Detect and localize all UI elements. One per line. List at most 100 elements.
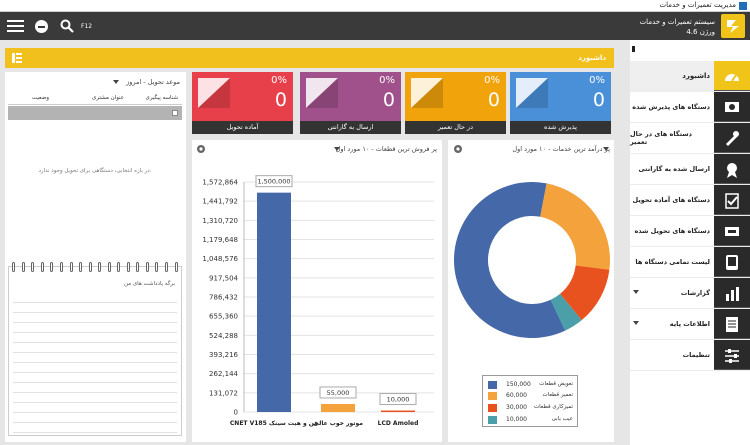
legend-swatch xyxy=(488,392,497,400)
select-all-checkbox[interactable] xyxy=(172,110,178,116)
stat-percent: 0% xyxy=(379,75,395,86)
sidebar-item-warranty[interactable]: ارسال شده به گارانتی xyxy=(630,154,750,185)
app-title-block: سیستم تعمیرات و خدمات ورژن 4.6 xyxy=(640,17,715,37)
stat-card-received[interactable]: 0% 0 پذیرش شده xyxy=(510,72,611,134)
y-tick-label: 393,216 xyxy=(209,351,238,359)
column-header[interactable]: وضعیت xyxy=(32,95,50,101)
category-label: LCD Amoled xyxy=(378,420,419,427)
sidebar-item-label: اطلاعات پایه xyxy=(669,320,710,328)
settings-sliders-icon xyxy=(714,340,750,370)
hamburger-menu-icon[interactable] xyxy=(7,20,24,33)
stat-percent: 0% xyxy=(271,75,287,86)
search-icon[interactable] xyxy=(60,19,74,33)
reports-icon xyxy=(714,278,750,308)
stat-label: پذیرش شده xyxy=(510,121,611,134)
chevron-down-icon[interactable] xyxy=(633,321,639,325)
pie-slice[interactable] xyxy=(550,293,582,331)
folder-icon xyxy=(198,78,230,108)
pie-slice[interactable] xyxy=(540,183,610,270)
legend-swatch xyxy=(488,404,497,412)
sidebar-item-repairing[interactable]: دستگاه های در حال تعمیر xyxy=(630,123,750,154)
empty-message: در بازه انتخابی، دستگاهی برای تحویل وجود… xyxy=(38,168,152,174)
data-label: 55,000 xyxy=(327,389,350,397)
sidebar-item-received[interactable]: دستگاه های پذیرش شده xyxy=(630,92,750,123)
data-label-box xyxy=(255,175,293,188)
sidebar-item-dashboard[interactable]: داشبورد xyxy=(630,61,750,92)
notes-label: برگه یادداشت های من xyxy=(123,281,175,287)
legend-label: تمیزکاری قطعات xyxy=(533,404,573,410)
stat-card-warranty[interactable]: 0% 0 ارسال به گارانتی xyxy=(300,72,401,134)
pie-slice[interactable] xyxy=(454,181,566,338)
y-tick-label: 786,432 xyxy=(209,294,238,302)
bar[interactable] xyxy=(321,403,355,412)
legend-value: 30,000 xyxy=(506,404,527,411)
sidebar-item-settings[interactable]: تنظیمات xyxy=(630,340,750,371)
window-title: مدیریت تعمیرات و خدمات xyxy=(659,1,736,9)
column-header[interactable]: شناسه پیگیری xyxy=(145,95,178,101)
bar[interactable] xyxy=(381,410,415,413)
y-tick-label: 1,310,720 xyxy=(202,217,238,225)
sidebar-item-label: دستگاه های تحویل شده xyxy=(634,227,710,235)
y-tick-label: 1,572,864 xyxy=(202,179,238,187)
sidebar-item-ready[interactable]: دستگاه های آماده تحویل xyxy=(630,185,750,216)
stat-card-ready[interactable]: 0% 0 آماده تحویل xyxy=(192,72,293,134)
sidebar-item-label: دستگاه های پذیرش شده xyxy=(632,103,710,111)
stat-label: ارسال به گارانتی xyxy=(300,121,401,134)
sidebar-item-base-info[interactable]: اطلاعات پایه xyxy=(630,309,750,340)
gear-icon[interactable] xyxy=(453,144,463,154)
y-tick-label: 1,179,648 xyxy=(202,236,238,244)
legend-item: 30,000 تمیزکاری قطعات xyxy=(486,403,576,412)
legend-item: 10,000 عیب یابی xyxy=(486,415,576,424)
column-header[interactable]: عنوان مشتری xyxy=(92,95,124,101)
legend-value: 150,000 xyxy=(506,381,531,388)
bar[interactable] xyxy=(257,192,291,412)
notes-pad[interactable]: برگه یادداشت های من xyxy=(8,262,182,436)
layout-list-icon[interactable] xyxy=(12,53,22,63)
sidebar-item-label: لیست تمامی دستگاه ها xyxy=(635,258,710,266)
sidebar-item-label: دستگاه های آماده تحویل xyxy=(632,196,710,204)
bar-chart: 1,572,864 1,441,792 1,310,720 1,179,648 1,04… xyxy=(202,175,434,427)
legend-label: تعویض قطعات xyxy=(539,381,573,387)
delivery-table-header: شناسه پیگیری عنوان مشتری وضعیت xyxy=(8,93,182,105)
bar-chart-title: پر فروش ترین قطعات - ۱۰ مورد اول xyxy=(335,145,437,153)
sidebar-item-label: داشبورد xyxy=(682,72,710,80)
legend-swatch xyxy=(488,381,497,389)
data-label-box xyxy=(379,393,417,406)
pie-slice[interactable] xyxy=(560,265,610,321)
y-tick-label: 131,072 xyxy=(209,389,238,397)
data-label: 10,000 xyxy=(387,396,410,404)
chevron-down-icon[interactable] xyxy=(603,147,609,151)
warranty-badge-icon xyxy=(714,154,750,184)
app-version: ورژن 4.6 xyxy=(686,28,715,36)
pin-icon[interactable] xyxy=(632,46,635,52)
chevron-down-icon[interactable] xyxy=(113,80,119,84)
category-label: CNET V185 فن و هیت سینک xyxy=(230,420,318,427)
data-label-box xyxy=(319,386,357,399)
sidebar-item-label: گزارشات xyxy=(680,289,710,297)
chevron-down-icon[interactable] xyxy=(334,147,340,151)
sidebar-item-delivered[interactable]: دستگاه های تحویل شده xyxy=(630,216,750,247)
stat-label: آماده تحویل xyxy=(192,121,293,134)
pie-legend: 150,000 تعویض قطعات 60,000 تعمیر قطعات 30,… xyxy=(482,375,578,427)
stat-card-repairing[interactable]: 0% 0 در حال تعمیر xyxy=(405,72,506,134)
y-tick-label: 1,048,576 xyxy=(202,255,238,263)
checklist-icon xyxy=(714,185,750,215)
received-devices-icon xyxy=(714,92,750,122)
wrench-tools-icon xyxy=(714,123,750,153)
delivered-devices-icon xyxy=(714,216,750,246)
sidebar-item-label: دستگاه های در حال تعمیر xyxy=(630,130,692,146)
table-filter-row[interactable] xyxy=(8,106,182,120)
stat-value: 0 xyxy=(274,89,287,111)
stat-label: در حال تعمیر xyxy=(405,121,506,134)
app-title: سیستم تعمیرات و خدمات xyxy=(639,18,715,26)
sidebar-item-all-devices[interactable]: لیست تمامی دستگاه ها xyxy=(630,247,750,278)
gear-icon[interactable] xyxy=(196,144,206,154)
minimize-icon[interactable] xyxy=(35,20,48,33)
notebook-rings-icon xyxy=(9,262,181,272)
y-tick-label: 917,504 xyxy=(209,274,238,282)
notes-area[interactable] xyxy=(13,293,177,433)
shortcut-label: F12 xyxy=(81,23,93,30)
chevron-down-icon[interactable] xyxy=(633,290,639,294)
sidebar-item-reports[interactable]: گزارشات xyxy=(630,278,750,309)
delivery-title: موعد تحویل - امروز xyxy=(126,78,180,86)
